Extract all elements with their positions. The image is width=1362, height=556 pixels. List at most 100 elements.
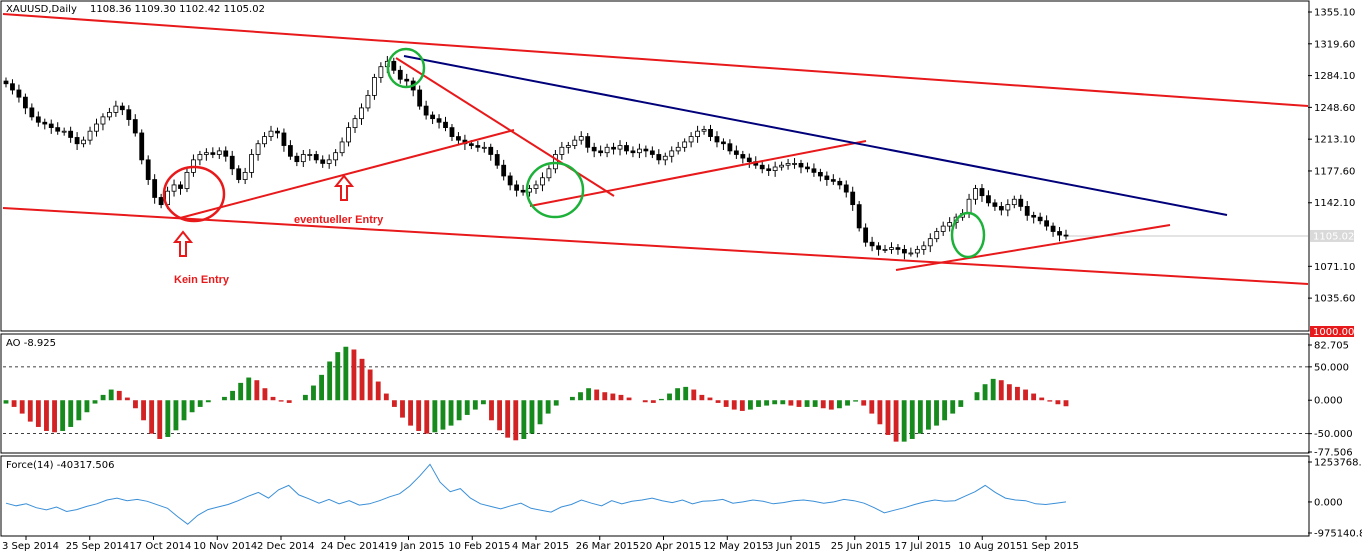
candle-body: [565, 145, 571, 148]
ao-y-axis: 82.705 50.000 0.000 -50.000 -77.506: [1308, 341, 1353, 459]
force-tick-label: 1253768.63: [1314, 458, 1362, 469]
candle-body: [145, 159, 151, 180]
candle-body: [430, 114, 435, 120]
candle-body: [863, 227, 869, 243]
candle-body: [611, 146, 616, 150]
candle-body: [591, 146, 597, 152]
candle-body: [714, 136, 720, 143]
candle-body: [1005, 204, 1011, 211]
candle-body: [830, 179, 836, 182]
candle-body: [339, 141, 345, 154]
annotation-kein-entry: Kein Entry: [174, 274, 230, 286]
candle-body: [197, 154, 203, 161]
candle-body: [443, 121, 448, 129]
time-tick-label: 1 Sep 2015: [1022, 541, 1079, 552]
candle-body: [895, 247, 901, 250]
candle-body: [372, 77, 377, 96]
price-tick-label: 1035.60: [1314, 294, 1355, 305]
resistance-line: [403, 55, 1228, 216]
circle-marker-green: [950, 211, 986, 259]
force-y-axis: 1253768.63 0.000 -975140.81: [1308, 458, 1362, 540]
candle-body: [992, 202, 998, 207]
price-tick-label: 1284.10: [1314, 71, 1355, 82]
ao-tick-label: 50.000: [1314, 362, 1349, 373]
candle-body: [320, 159, 326, 164]
candle-body: [417, 89, 423, 107]
candle-body: [914, 249, 920, 254]
candle-body: [300, 154, 306, 163]
candle-body: [630, 150, 636, 154]
candle-body: [617, 145, 623, 150]
time-tick-label: 10 Nov 2014: [193, 541, 257, 552]
force-index-line: [5, 463, 1067, 525]
candle-body: [262, 136, 267, 145]
ao-histogram: [3, 346, 1308, 442]
candle-body: [514, 184, 520, 191]
candle-body: [210, 152, 216, 155]
candle-body: [178, 184, 183, 189]
candle-body: [572, 139, 578, 146]
boundary-price-tag: [1310, 326, 1354, 337]
support-line-2: [529, 140, 867, 207]
force-title: Force(14) -40317.506: [6, 460, 114, 471]
candle-body: [792, 163, 797, 165]
ao-tick-label: -77.506: [1314, 448, 1353, 459]
candle-body: [456, 136, 461, 141]
candle-body: [281, 132, 287, 146]
candle-body: [675, 146, 681, 152]
annotation-eventueller-entry: eventueller Entry: [294, 214, 384, 226]
circle-marker-green: [525, 161, 585, 219]
candle-body: [882, 249, 888, 251]
candle-body: [766, 168, 772, 171]
candle-body: [1011, 198, 1017, 206]
candle-body: [649, 150, 655, 155]
candle-body: [29, 107, 35, 118]
circle-marker-green: [386, 47, 426, 89]
candle-body: [637, 148, 642, 154]
time-tick-label: 12 May 2015: [703, 541, 768, 552]
candle-body: [275, 130, 280, 134]
candle-body: [287, 145, 293, 157]
candle-body: [546, 168, 552, 179]
candle-body: [876, 245, 881, 250]
price-candles: [3, 55, 1069, 260]
candle-body: [10, 83, 15, 91]
candle-body: [223, 150, 229, 157]
trend-channel-lower: [2, 207, 1309, 285]
candle-body: [87, 130, 93, 141]
candle-body: [333, 152, 339, 161]
candle-body: [889, 247, 894, 250]
candle-body: [35, 116, 41, 123]
candle-body: [16, 89, 22, 98]
candle-body: [1024, 206, 1030, 216]
price-tick-label: 1248.60: [1314, 103, 1355, 114]
candle-body: [229, 155, 235, 170]
ao-tick-label: 82.705: [1314, 341, 1349, 352]
candle-body: [856, 204, 862, 229]
current-price-label: 1105.02: [1313, 231, 1354, 242]
boundary-price-label: 1000.00: [1313, 327, 1354, 338]
force-tick-label: 0.000: [1314, 497, 1343, 508]
candle-body: [701, 129, 707, 132]
candle-body: [850, 191, 856, 206]
candle-body: [81, 139, 86, 145]
price-tick-label: 1355.10: [1314, 8, 1355, 19]
candle-body: [604, 146, 610, 154]
candle-body: [869, 241, 875, 247]
price-symbol-label: XAUUSD,Daily: [6, 4, 77, 15]
candle-body: [113, 105, 119, 113]
candle-body: [1037, 216, 1043, 222]
candle-body: [947, 222, 953, 227]
candle-body: [313, 154, 319, 161]
price-tick-label: 1319.60: [1314, 39, 1355, 50]
candle-body: [423, 105, 429, 116]
candle-body: [746, 157, 752, 163]
candle-body: [552, 154, 558, 170]
candle-body: [494, 154, 500, 166]
candle-body: [998, 206, 1004, 211]
time-tick-label: 26 Mar 2015: [576, 541, 639, 552]
candle-body: [733, 150, 739, 155]
candle-body: [152, 179, 158, 198]
candle-body: [107, 111, 112, 118]
time-tick-label: 24 Dec 2014: [321, 541, 385, 552]
